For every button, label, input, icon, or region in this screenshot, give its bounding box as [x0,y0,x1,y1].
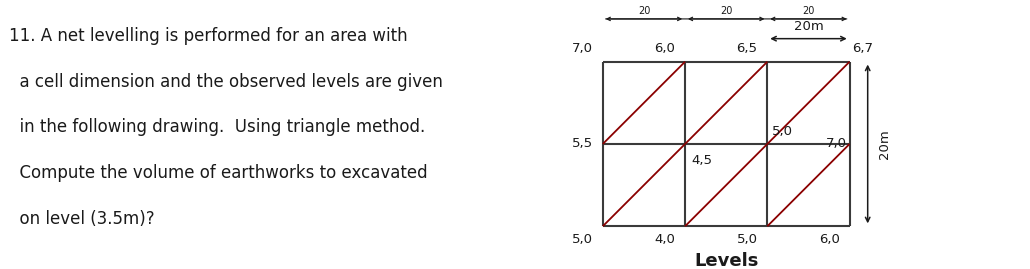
Text: 20m: 20m [793,20,823,33]
Text: 20: 20 [720,6,732,16]
Text: Levels: Levels [694,252,758,269]
Text: 4,0: 4,0 [654,233,676,246]
Text: 6,5: 6,5 [736,42,757,55]
Text: a cell dimension and the observed levels are given: a cell dimension and the observed levels… [9,73,443,91]
Text: 20: 20 [802,6,815,16]
Text: 4,5: 4,5 [692,154,713,167]
Text: 6,0: 6,0 [654,42,676,55]
Text: Compute the volume of earthworks to excavated: Compute the volume of earthworks to exca… [9,164,428,182]
Text: 20: 20 [638,6,650,16]
Text: 5,5: 5,5 [572,137,593,150]
Text: 6,0: 6,0 [819,233,839,246]
Text: 6,7: 6,7 [853,42,873,55]
Text: 11. A net levelling is performed for an area with: 11. A net levelling is performed for an … [9,27,408,45]
Text: 5,0: 5,0 [572,233,593,246]
Text: 5,0: 5,0 [736,233,757,246]
Text: 20m: 20m [878,129,891,159]
Text: in the following drawing.  Using triangle method.: in the following drawing. Using triangle… [9,118,425,136]
Text: on level (3.5m)?: on level (3.5m)? [9,210,156,228]
Text: 5,0: 5,0 [771,125,792,138]
Text: 7,0: 7,0 [572,42,593,55]
Text: 7,0: 7,0 [826,137,847,150]
